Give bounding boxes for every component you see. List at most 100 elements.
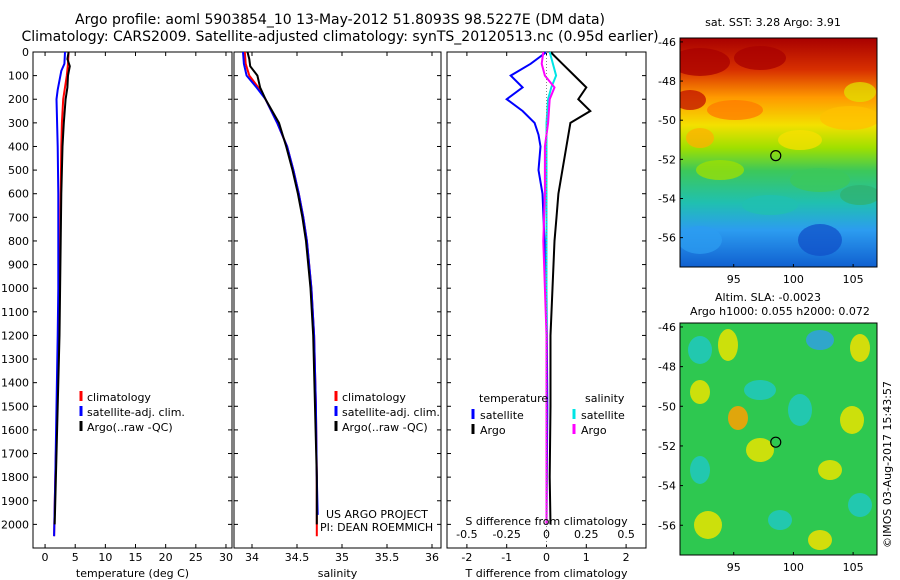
- differences-xtick-label: -1: [501, 551, 512, 564]
- temperature-xtick-label: 10: [98, 551, 112, 564]
- legend-entry: Argo: [581, 424, 607, 437]
- sla-texture: [694, 511, 722, 539]
- salinity-diff-tick: 0.5: [617, 528, 635, 541]
- sla-map-ytick-label: -54: [658, 480, 676, 493]
- sst-texture: [680, 48, 730, 76]
- temperature-series-1: [53, 51, 66, 537]
- sla-texture: [850, 334, 870, 362]
- depth-tick-label: 2000: [1, 518, 29, 531]
- depth-tick-label: 0: [22, 46, 29, 59]
- legend-entry: Argo(..raw -QC): [87, 421, 173, 434]
- depth-tick-label: 1400: [1, 377, 29, 390]
- sla-texture: [840, 406, 864, 434]
- sla-texture: [806, 330, 834, 350]
- salinity-diff-tick: 0.25: [574, 528, 599, 541]
- sst-map-xtick-label: 95: [727, 273, 741, 286]
- sla-map-ytick-label: -46: [658, 321, 676, 334]
- temperature-series-2: [53, 51, 71, 525]
- salinity-xtick-label: 34.5: [285, 551, 310, 564]
- salinity-diff-tick: 0: [543, 528, 550, 541]
- sst-map-ytick-label: -52: [658, 153, 676, 166]
- sst-texture: [680, 226, 722, 254]
- temperature-legend: climatology satellite-adj. clim. Argo(..ra…: [79, 391, 185, 434]
- sst-texture: [778, 130, 822, 150]
- sst-texture: [742, 195, 798, 215]
- sst-map-xtick-label: 105: [843, 273, 864, 286]
- salinity-xtick-label: 34: [245, 551, 259, 564]
- differences-xtick-label: 2: [623, 551, 630, 564]
- differences-series-3: [540, 51, 556, 525]
- sst-texture: [680, 90, 706, 110]
- sst-map-frame: [679, 37, 878, 268]
- pi-credit: PI: DEAN ROEMMICH: [320, 521, 433, 534]
- sla-texture: [690, 380, 710, 404]
- salinity-diff-label: S difference from climatology: [465, 515, 628, 528]
- salinity-diff-tick: -0.25: [492, 528, 520, 541]
- sla-texture: [818, 460, 842, 480]
- depth-tick-label: 800: [8, 235, 29, 248]
- sla-texture: [768, 510, 792, 530]
- legend-entry: satellite-adj. clim.: [342, 406, 440, 419]
- sla-map: [680, 323, 877, 555]
- depth-tick-label: 500: [8, 164, 29, 177]
- sst-map-xtick-label: 100: [783, 273, 804, 286]
- temperature-panel: 0100200300400500600700800900100011001200…: [1, 46, 233, 580]
- sla-map-subtitle: Argo h1000: 0.055 h2000: 0.072: [690, 305, 870, 318]
- temperature-xtick-label: 25: [189, 551, 203, 564]
- depth-tick-label: 400: [8, 140, 29, 153]
- salinity-xtick-label: 35.5: [375, 551, 400, 564]
- salinity-series-2: [246, 51, 318, 525]
- sst-texture: [840, 185, 877, 205]
- temperature-frame: [32, 51, 233, 549]
- sst-texture: [798, 224, 842, 256]
- sla-map-xtick-label: 100: [783, 561, 804, 574]
- differences-xtick-label: 0: [543, 551, 550, 564]
- sst-map-axes: -46 -48 -50 -52 -54 -56 95 100 105: [658, 36, 878, 286]
- temperature-xtick-label: 0: [42, 551, 49, 564]
- legend-entry: Argo(..raw -QC): [342, 421, 428, 434]
- legend-group-salinity: salinity: [585, 392, 625, 405]
- sla-map-title: Altim. SLA: -0.0023: [715, 291, 821, 304]
- depth-tick-label: 1300: [1, 353, 29, 366]
- differences-extras: temperature salinity satellite Argo satellit…: [456, 52, 635, 548]
- sst-texture: [707, 100, 763, 120]
- sst-map-ytick-label: -50: [658, 114, 676, 127]
- sla-map-ytick-label: -52: [658, 440, 676, 453]
- sla-texture: [746, 438, 774, 462]
- differences-series-0: [505, 51, 549, 525]
- sla-map-float-marker: [770, 436, 782, 448]
- sla-texture: [690, 456, 710, 484]
- sla-map-ytick-label: -56: [658, 519, 676, 532]
- salinity-xlabel: salinity: [318, 567, 358, 580]
- sla-texture: [744, 380, 776, 400]
- salinity-diff-tick: -0.5: [456, 528, 477, 541]
- sst-texture: [686, 128, 714, 148]
- sla-map-frame: [679, 322, 878, 556]
- legend-entry: climatology: [342, 391, 406, 404]
- sst-map-ytick-label: -48: [658, 75, 676, 88]
- sst-map: [680, 38, 877, 267]
- depth-tick-label: 1200: [1, 329, 29, 342]
- salinity-frame: [233, 51, 442, 549]
- sst-map-float-marker: [770, 150, 782, 162]
- depth-tick-label: 1100: [1, 306, 29, 319]
- sla-texture: [728, 406, 748, 430]
- salinity-panel: 34 34.5 35 35.5 36 salinity: [233, 51, 442, 580]
- sla-map-ytick-label: -48: [658, 361, 676, 374]
- climatology-title: Climatology: CARS2009. Satellite-adjuste…: [21, 29, 659, 45]
- legend-group-temperature: temperature: [479, 392, 548, 405]
- legend-entry: satellite: [480, 409, 524, 422]
- salinity-legend: climatology satellite-adj. clim. Argo(..ra…: [334, 391, 440, 434]
- salinity-series-1: [242, 51, 319, 515]
- depth-tick-label: 200: [8, 93, 29, 106]
- depth-tick-label: 1900: [1, 495, 29, 508]
- sst-map-ytick-label: -46: [658, 36, 676, 49]
- sst-map-title: sat. SST: 3.28 Argo: 3.91: [705, 16, 841, 29]
- project-credit: US ARGO PROJECT: [326, 508, 428, 521]
- depth-tick-label: 1800: [1, 471, 29, 484]
- differences-xtick-label: -2: [461, 551, 472, 564]
- temperature-xtick-label: 20: [159, 551, 173, 564]
- depth-tick-label: 600: [8, 188, 29, 201]
- sla-texture: [808, 530, 832, 550]
